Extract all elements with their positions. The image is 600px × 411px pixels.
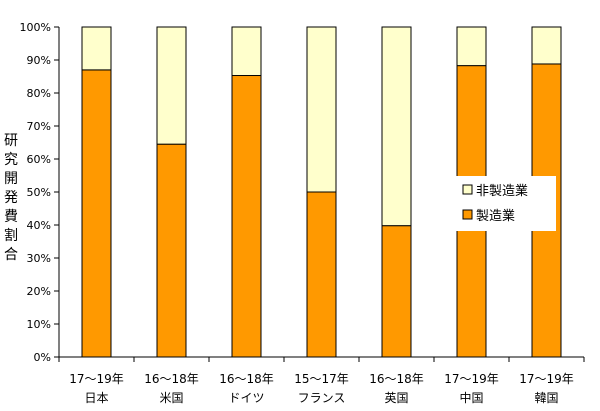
x-category-name: 韓国	[534, 391, 558, 405]
x-axis-labels: 17〜19年日本16〜18年米国16〜18年ドイツ15〜17年フランス16〜18…	[69, 372, 574, 405]
y-tick-label: 10%	[27, 318, 51, 331]
legend-box	[456, 176, 556, 231]
legend-label: 製造業	[476, 208, 515, 224]
x-category-period: 17〜19年	[444, 372, 499, 386]
y-axis-ticks: 0% 10% 20% 30% 40% 50% 60% 70% 80% 90% 100%	[20, 21, 59, 364]
x-category-name: ドイツ	[228, 391, 264, 405]
x-category-period: 16〜18年	[144, 372, 199, 386]
x-category-period: 16〜18年	[219, 372, 274, 386]
y-tick-label: 100%	[20, 21, 51, 34]
bar-segment-manufacturing	[306, 191, 337, 358]
y-tick-label: 20%	[27, 285, 51, 298]
bar-segment-non-manufacturing	[456, 26, 487, 67]
y-tick-label: 80%	[27, 87, 51, 100]
y-axis-title-char: 発	[4, 190, 18, 206]
bar-segment-manufacturing	[231, 75, 262, 358]
legend-swatch	[462, 209, 473, 220]
y-axis-title-char: 究	[4, 152, 18, 168]
y-tick-label: 0%	[34, 351, 51, 364]
bar-segment-manufacturing	[156, 143, 187, 358]
y-axis-title-char: 合	[4, 247, 18, 263]
y-tick-label: 30%	[27, 252, 51, 265]
x-category-name: 中国	[459, 390, 483, 405]
x-category-name: 英国	[384, 391, 408, 405]
x-category-period: 15〜17年	[294, 372, 349, 386]
axes	[58, 27, 585, 362]
bar-segment-non-manufacturing	[381, 26, 412, 227]
y-tick-label: 50%	[27, 186, 51, 199]
y-tick-label: 60%	[27, 153, 51, 166]
y-tick-label: 40%	[27, 219, 51, 232]
x-category-period: 16〜18年	[369, 372, 424, 386]
x-category-period: 17〜19年	[519, 372, 574, 386]
legend-label: 非製造業	[476, 183, 528, 199]
y-tick-label: 90%	[27, 54, 51, 67]
y-tick-label: 70%	[27, 120, 51, 133]
y-axis-title-char: 割	[4, 227, 18, 244]
x-category-name: 米国	[159, 391, 183, 405]
y-axis-title-char: 開	[4, 171, 18, 187]
bar-segment-manufacturing	[381, 225, 412, 358]
bar-segment-non-manufacturing	[306, 26, 337, 193]
bar-segment-manufacturing	[81, 69, 112, 358]
bars	[81, 26, 562, 358]
bar-segment-non-manufacturing	[156, 26, 187, 145]
bar-segment-non-manufacturing	[81, 26, 112, 71]
x-category-period: 17〜19年	[69, 372, 124, 386]
bar-segment-non-manufacturing	[531, 26, 562, 65]
legend-swatch	[462, 184, 473, 195]
bar-segment-non-manufacturing	[231, 26, 262, 77]
x-category-name: 日本	[84, 391, 108, 405]
y-axis-title-char: 研	[4, 133, 18, 149]
y-axis-title-char: 費	[4, 209, 18, 225]
x-category-name: フランス	[298, 391, 346, 405]
